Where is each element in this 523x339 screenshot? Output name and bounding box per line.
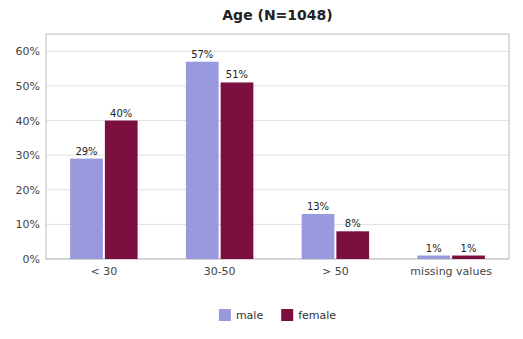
x-tick-label: > 50: [322, 265, 349, 278]
data-label: 13%: [307, 201, 329, 212]
y-tick-label: 60%: [16, 45, 40, 58]
data-labels: 29% 57% 13% 1% 40% 51% 8% 1%: [75, 49, 476, 254]
bar: [70, 159, 103, 259]
grid-line: [46, 51, 509, 52]
data-label: 29%: [75, 146, 97, 157]
y-tick-label: 20%: [16, 184, 40, 197]
legend-label: female: [298, 309, 336, 322]
legend-swatch: [281, 309, 293, 321]
y-tick-label: 30%: [16, 149, 40, 162]
bar: [186, 62, 219, 259]
data-label: 51%: [226, 69, 248, 80]
bar: [302, 214, 335, 259]
y-tick-label: 40%: [16, 115, 40, 128]
x-tick-label: < 30: [91, 265, 118, 278]
bars: [70, 62, 485, 259]
grid-line: [46, 85, 509, 86]
plot-frame: [46, 34, 509, 259]
chart-svg: Age (N=1048) 0% 10% 20% 30% 40% 50% 60% 29% 57% 13…: [0, 0, 523, 339]
data-label: 1%: [461, 243, 477, 254]
legend: male female: [219, 309, 336, 322]
title: Age (N=1048): [222, 7, 332, 23]
bar: [336, 231, 369, 259]
data-label: 40%: [110, 108, 132, 119]
bar: [417, 256, 450, 259]
chart-container: Age (N=1048) 0% 10% 20% 30% 40% 50% 60% 29% 57% 13…: [0, 0, 523, 339]
y-tick-label: 50%: [16, 80, 40, 93]
y-tick-label: 0%: [23, 253, 40, 266]
bar: [105, 121, 138, 259]
x-tick-label: 30-50: [204, 265, 236, 278]
data-label: 1%: [426, 243, 442, 254]
legend-swatch: [219, 309, 231, 321]
y-tick-label: 10%: [16, 218, 40, 231]
bar: [452, 256, 485, 259]
legend-label: male: [236, 309, 264, 322]
bar: [221, 82, 254, 259]
x-tick-label: missing values: [410, 265, 492, 278]
data-label: 57%: [191, 49, 213, 60]
data-label: 8%: [345, 218, 361, 229]
